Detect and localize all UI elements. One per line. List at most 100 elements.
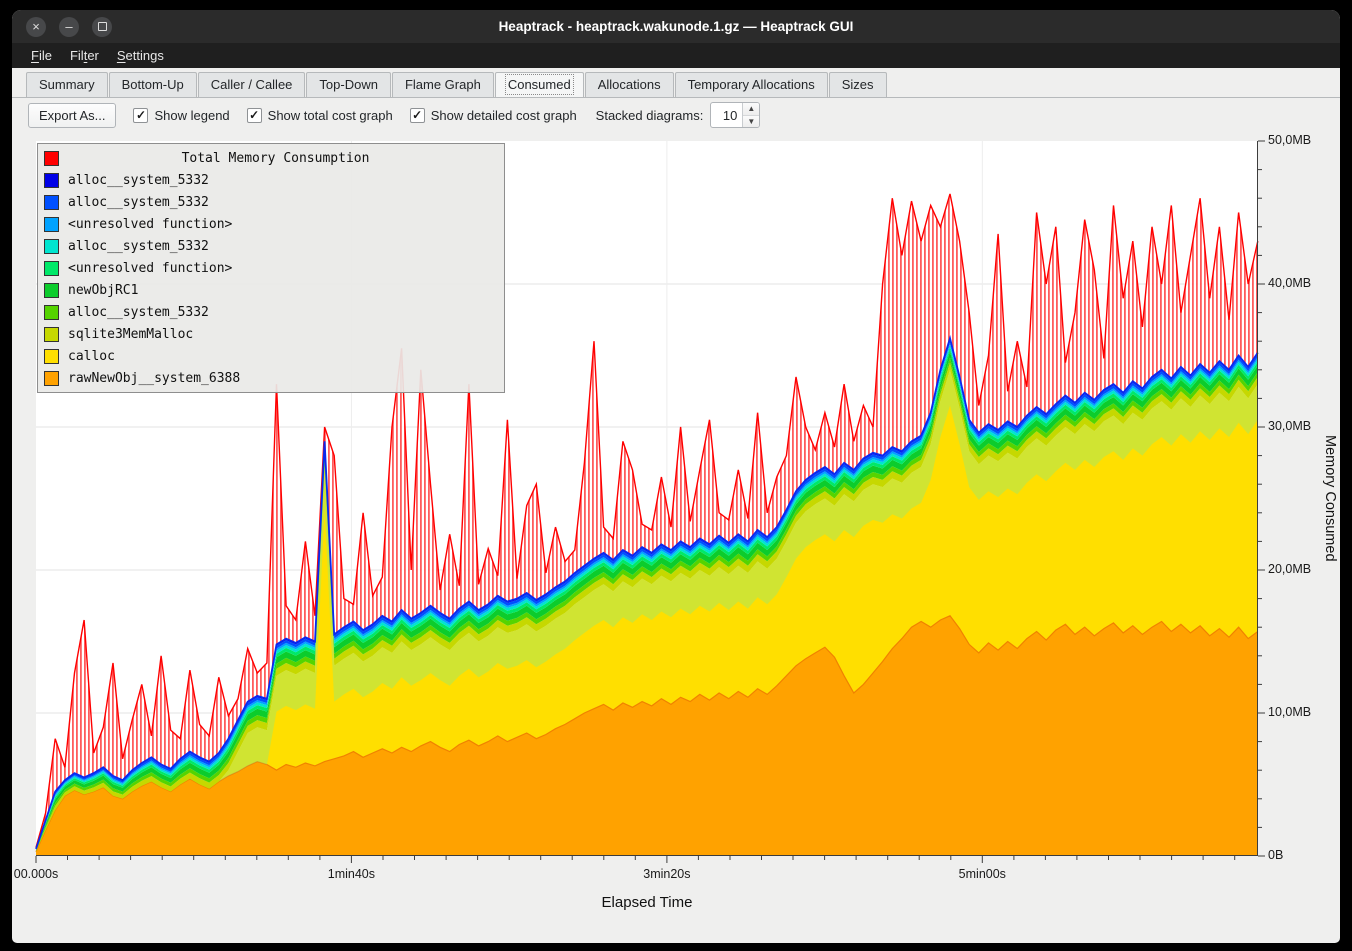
show-total-cost-checkbox[interactable]: ✓ Show total cost graph [246,107,393,123]
tab-flame-graph[interactable]: Flame Graph [391,72,494,97]
series-area-calloc [36,369,1258,852]
legend-item-label: calloc [68,348,115,364]
legend-item: alloc__system_5332 [44,191,498,213]
tab-label: Top-Down [319,77,378,92]
tab-label: Allocations [597,77,661,92]
series-area-sqlite3memmalloc [36,362,1258,852]
chart-legend: Total Memory Consumption alloc__system_53… [37,143,505,393]
legend-item: rawNewObj__system_6388 [44,367,498,389]
legend-item-label: <unresolved function> [68,216,233,232]
spin-up-button[interactable]: ▲ [743,103,760,116]
memory-consumption-chart[interactable] [35,140,1265,863]
show-detailed-cost-checkbox[interactable]: ✓ Show detailed cost graph [409,107,577,123]
menu-bar: File Filter Settings [12,43,1340,68]
tab-allocations[interactable]: Allocations [584,72,674,97]
tab-label: Sizes [841,77,874,92]
legend-swatch-icon [44,260,59,276]
tab-caller-callee[interactable]: Caller / Callee [197,72,306,97]
show-legend-checkbox[interactable]: ✓ Show legend [133,107,230,123]
y-axis-title: Memory Consumed [1322,435,1338,562]
series-area-alloc-system-5332 [36,357,1258,852]
y-tick-label: 0B [1268,848,1284,862]
tab-top-down[interactable]: Top-Down [306,72,391,97]
x-tick-label: 00.000s [13,867,59,881]
legend-item: <unresolved function> [44,257,498,279]
title-bar: × – Heaptrack - heaptrack.wakunode.1.gz … [12,10,1340,43]
x-axis-labels: 00.000s 1min40s 3min20s 5min00s [14,867,1258,883]
tab-consumed[interactable]: Consumed [494,72,584,97]
x-axis-title: Elapsed Time [601,894,693,911]
spin-down-button[interactable]: ▼ [743,115,760,127]
application-window: × – Heaptrack - heaptrack.wakunode.1.gz … [12,10,1340,943]
checkbox-check-icon: ✓ [409,107,425,123]
tab-summary[interactable]: Summary [26,72,108,97]
close-button[interactable]: × [26,16,46,37]
checkbox-label: Show legend [154,107,230,123]
legend-item: <unresolved function> [44,213,498,235]
menu-file[interactable]: File [31,48,52,63]
tab-sizes[interactable]: Sizes [828,72,887,97]
tab-bottom-up[interactable]: Bottom-Up [108,72,197,97]
stacked-diagrams-label: Stacked diagrams: [595,107,704,123]
legend-item: calloc [44,345,498,367]
total-memory-area [36,193,1258,849]
y-tick-label: 50,0MB [1268,133,1312,147]
tab-temporary-allocations[interactable]: Temporary Allocations [674,72,828,97]
y-tick-label: 40,0MB [1268,276,1312,290]
maximize-button[interactable] [92,16,112,37]
legend-item-label: newObjRC1 [68,282,139,298]
export-as-button[interactable]: Export As... [28,102,117,128]
y-tick-label: 20,0MB [1268,562,1312,576]
legend-swatch-icon [44,282,59,298]
checkbox-check-icon: ✓ [246,107,262,123]
maximize-icon [97,22,107,31]
x-tick-label: 1min40s [327,867,376,881]
tab-label: Flame Graph [404,77,481,92]
legend-item-label: alloc__system_5332 [68,238,209,254]
spinbox-buttons: ▲ ▼ [742,103,760,127]
legend-item: newObjRC1 [44,279,498,301]
checkbox-check-icon: ✓ [133,107,149,123]
legend-title-row: Total Memory Consumption [44,147,498,169]
total-memory-line [35,193,1259,848]
legend-swatch-icon [44,216,59,232]
y-tick-label: 10,0MB [1268,705,1312,719]
legend-item-label: alloc__system_5332 [68,194,209,210]
series-line-rawnewobj-system-6388 [35,615,1259,852]
menu-settings[interactable]: Settings [116,48,164,63]
minimize-button[interactable]: – [59,16,79,37]
window-controls: × – [26,10,112,43]
menu-filter[interactable]: Filter [69,48,99,63]
chart-area: Total Memory Consumption alloc__system_53… [35,140,1265,863]
legend-item-label: <unresolved function> [68,260,233,276]
tab-label: Caller / Callee [210,77,293,92]
spinbox-value: 10 [722,107,738,123]
series-area-rawnewobj-system-6388 [36,615,1258,856]
legend-swatch-icon [44,326,59,342]
x-tick-label: 5min00s [958,867,1006,881]
detailed-cost-overlay [36,369,1258,852]
legend-item: alloc__system_5332 [44,301,498,323]
legend-item-label: rawNewObj__system_6388 [68,370,241,386]
x-tick-label: 3min20s [643,867,691,881]
legend-item: alloc__system_5332 [44,169,498,191]
checkbox-label: Show total cost graph [267,107,393,123]
y-axis-labels: 0B 10,0MB 20,0MB 30,0MB 40,0MB 50,0MB [1258,133,1338,862]
legend-swatch-icon [44,172,59,188]
legend-swatch-icon [44,238,59,254]
legend-item-label: alloc__system_5332 [68,304,209,320]
legend-item: sqlite3MemMalloc [44,323,498,345]
tab-bar: Summary Bottom-Up Caller / Callee Top-Do… [12,68,1340,98]
legend-swatch-icon [44,370,59,386]
tab-label: Bottom-Up [121,77,184,92]
legend-title: Total Memory Consumption [181,150,370,166]
tab-label: Summary [39,77,95,92]
legend-item-label: sqlite3MemMalloc [68,326,194,342]
tab-label: Consumed [504,74,574,95]
legend-swatch-icon [44,150,59,166]
checkbox-label: Show detailed cost graph [430,107,577,123]
legend-swatch-icon [44,348,59,364]
stacked-diagrams-spinbox[interactable]: 10 ▲ ▼ [710,102,761,128]
legend-swatch-icon [44,194,59,210]
toolbar: Export As... ✓ Show legend ✓ Show total … [12,98,1340,132]
